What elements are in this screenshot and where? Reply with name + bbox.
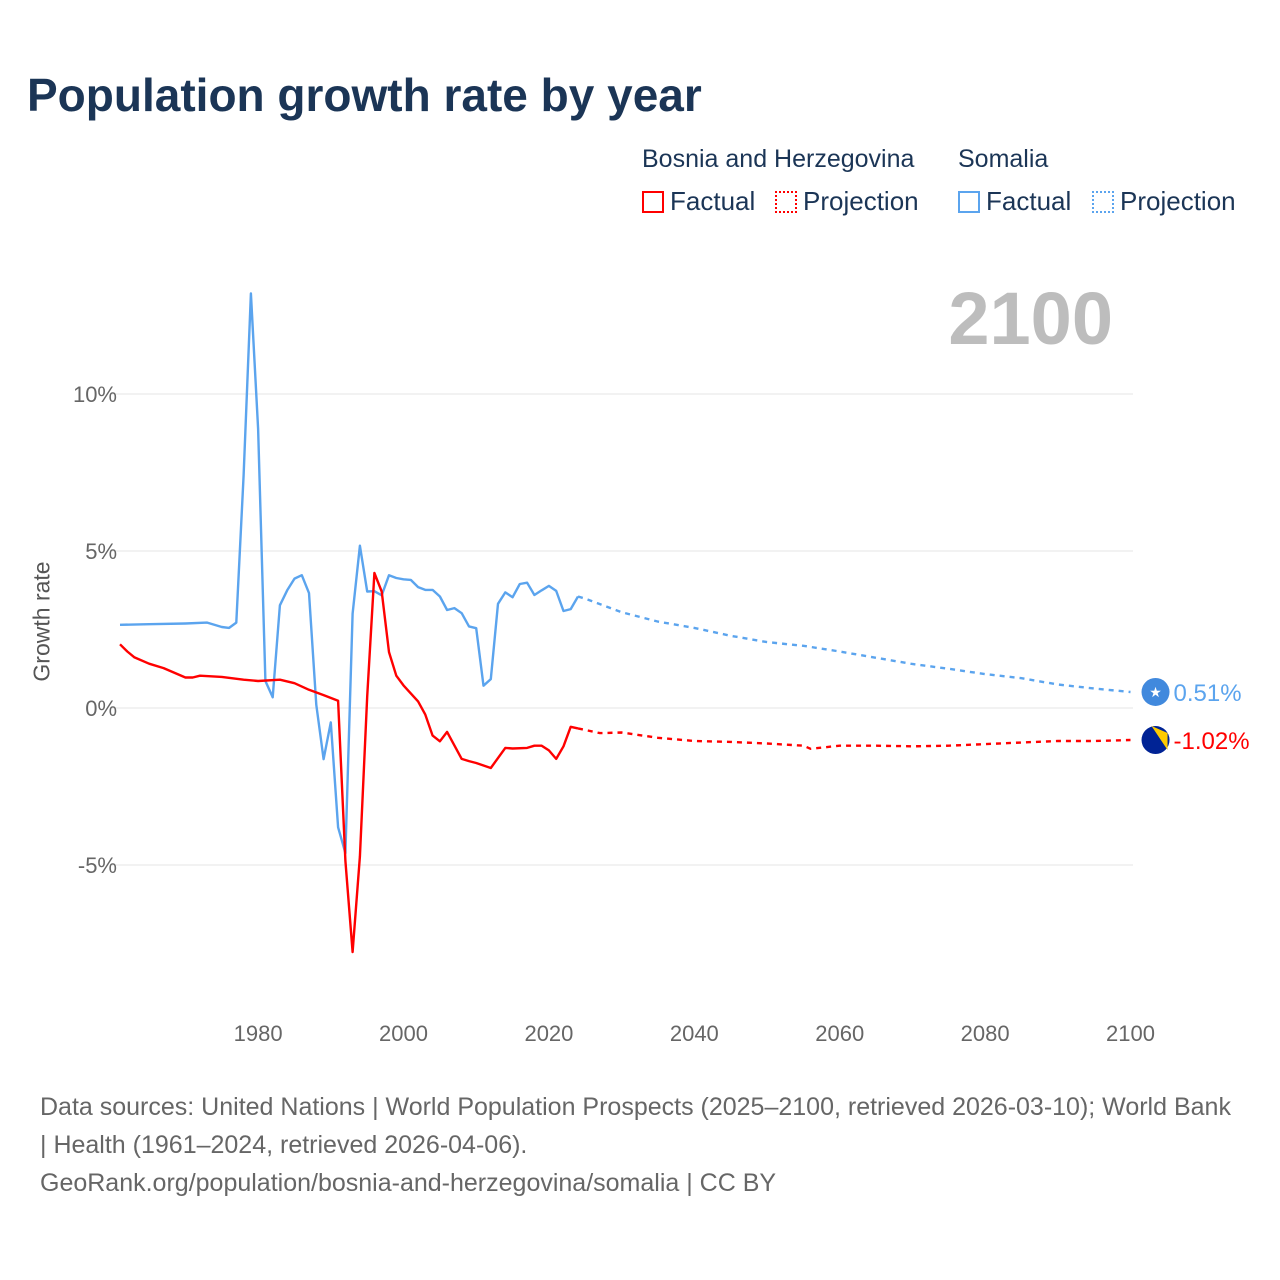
bosnia-factual-line <box>119 571 579 954</box>
footer: Data sources: United Nations | World Pop… <box>40 1088 1240 1202</box>
x-tick-label: 2100 <box>1106 1021 1155 1046</box>
legend-label: Projection <box>803 186 919 216</box>
legend-somalia-factual[interactable]: Factual <box>958 186 1071 217</box>
current-year-label: 2100 <box>948 277 1113 360</box>
somalia-factual-line <box>119 292 580 855</box>
legend-bosnia-factual[interactable]: Factual <box>642 186 755 217</box>
bosnia-flag-icon <box>1141 726 1170 755</box>
legend-bosnia-projection[interactable]: Projection <box>775 186 919 217</box>
x-tick-label: 2000 <box>379 1021 428 1046</box>
x-tick-label: 2020 <box>524 1021 573 1046</box>
legend-label: Factual <box>986 186 1072 216</box>
somalia-flag-icon <box>1141 677 1170 706</box>
legend-group-bosnia: Bosnia and Herzegovina <box>642 145 915 173</box>
data-sources: Data sources: United Nations | World Pop… <box>40 1093 1231 1159</box>
bosnia-end-label: -1.02% <box>1174 728 1250 755</box>
chart-title: Population growth rate by year <box>27 69 702 121</box>
triangle-icon <box>1151 726 1168 751</box>
x-tick-label: 2060 <box>815 1021 864 1046</box>
y-tick-label: -5% <box>78 853 117 878</box>
y-axis-label: Growth rate <box>28 561 55 682</box>
legend-somalia-projection[interactable]: Projection <box>1092 186 1236 217</box>
somalia-projection-line <box>577 595 1131 694</box>
y-tick-label: 10% <box>73 382 117 407</box>
swatch-solid-red <box>642 190 664 213</box>
x-tick-label: 2080 <box>961 1021 1010 1046</box>
swatch-dotted-red <box>775 190 797 213</box>
x-tick-label: 2040 <box>670 1021 719 1046</box>
y-tick-label: 0% <box>85 696 117 721</box>
source-link[interactable]: GeoRank.org/population/bosnia-and-herzeg… <box>40 1169 777 1197</box>
x-tick-label: 1980 <box>234 1021 283 1046</box>
legend-label: Projection <box>1120 186 1236 216</box>
legend-group-somalia: Somalia <box>958 145 1049 173</box>
star-icon: ★ <box>1149 684 1162 700</box>
swatch-dotted-blue <box>1092 190 1114 213</box>
swatch-solid-blue <box>958 190 980 213</box>
y-tick-label: 5% <box>85 539 117 564</box>
somalia-end-label: 0.51% <box>1174 680 1242 707</box>
legend-label: Factual <box>670 186 756 216</box>
bosnia-projection-line <box>577 727 1131 751</box>
